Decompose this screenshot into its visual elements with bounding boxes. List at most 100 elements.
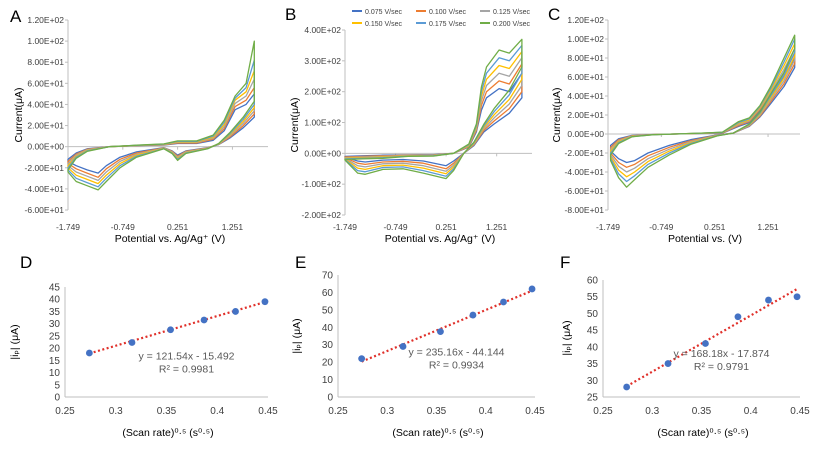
data-point: [623, 383, 631, 391]
y-tick-label: 0.00E+00: [567, 129, 604, 139]
y-tick-label: 6.00E+01: [567, 72, 604, 82]
trend-equation: y = 235.16x - 44.144: [408, 347, 504, 359]
y-tick-label: 4.00E+01: [27, 99, 64, 109]
data-point: [167, 326, 174, 334]
x-axis-title: Potential vs. Ag/Ag⁺ (V): [115, 233, 226, 245]
x-tick-label: 0.251: [704, 222, 726, 232]
y-tick-label: -4.00E+01: [25, 184, 65, 194]
legend-label: 0.175 V/sec: [429, 21, 466, 28]
x-tick-label: -1.749: [56, 222, 80, 232]
data-point: [85, 349, 93, 357]
data-point: [261, 298, 269, 306]
y-tick-label: 25: [49, 331, 61, 342]
y-tick-label: 3.00E+02: [304, 56, 341, 66]
y-axis-title: Current(μA): [13, 87, 25, 142]
y-tick-label: 35: [587, 359, 599, 370]
x-tick-label: -0.749: [383, 222, 407, 232]
y-tick-label: -2.00E+01: [25, 163, 65, 173]
panel-label: F: [560, 253, 570, 272]
x-tick-label: -0.749: [111, 222, 135, 232]
panel-label: C: [548, 5, 560, 24]
data-point: [128, 339, 136, 346]
y-tick-label: 5: [54, 380, 60, 391]
data-point: [232, 308, 239, 315]
x-tick-label: 0.25: [593, 406, 613, 417]
data-point: [469, 311, 477, 319]
y-tick-label: 0: [327, 393, 333, 404]
trend-equation: y = 168.18x - 17.874: [673, 348, 769, 360]
y-tick-label: 1.00E+02: [304, 118, 341, 128]
x-axis-title: (Scan rate)⁰·⁵ (s⁰·⁵): [657, 427, 748, 439]
y-tick-label: 4.00E+01: [567, 91, 604, 101]
y-tick-label: 2.00E+02: [304, 87, 341, 97]
y-axis-title: Current(μA): [289, 97, 301, 152]
data-point: [664, 360, 672, 367]
y-tick-label: 8.00E+01: [27, 57, 64, 67]
y-tick-label: 0.00E+00: [304, 148, 341, 158]
y-tick-label: -8.00E+01: [565, 205, 605, 215]
y-tick-label: 20: [322, 358, 334, 369]
x-tick-label: 0.35: [692, 406, 712, 417]
data-point: [793, 293, 801, 301]
x-tick-label: 0.3: [109, 406, 123, 417]
panel-label: B: [285, 5, 296, 24]
x-tick-label: 0.3: [645, 406, 659, 417]
x-tick-label: 0.4: [210, 406, 224, 417]
series-line: [67, 86, 255, 178]
y-tick-label: 25: [587, 393, 599, 404]
series-line: [344, 38, 523, 180]
y-tick-label: 2.00E+01: [27, 121, 64, 131]
y-tick-label: 45: [587, 326, 599, 337]
y-tick-label: 30: [322, 340, 334, 351]
trendline: [626, 288, 798, 388]
y-tick-label: 55: [587, 292, 599, 303]
trend-r2: R² = 0.9934: [429, 360, 484, 372]
y-tick-label: 1.00E+02: [567, 34, 604, 44]
series-line: [609, 34, 796, 188]
x-tick-label: 0.35: [427, 406, 447, 417]
x-tick-label: -1.749: [333, 222, 357, 232]
x-axis-title: (Scan rate)⁰·⁵ (s⁰·⁵): [392, 427, 483, 439]
data-point: [399, 343, 407, 350]
series-line: [67, 93, 255, 174]
x-tick-label: 0.45: [790, 406, 810, 417]
x-tick-label: 0.251: [167, 222, 189, 232]
y-tick-label: -6.00E+01: [565, 186, 605, 196]
y-tick-label: 10: [49, 368, 61, 379]
panel-label: A: [10, 7, 22, 26]
legend-label: 0.125 V/sec: [493, 9, 530, 16]
y-tick-label: 15: [49, 356, 61, 367]
y-tick-label: 45: [49, 283, 61, 294]
legend-label: 0.200 V/sec: [493, 21, 530, 28]
x-tick-label: 0.4: [479, 406, 493, 417]
y-tick-label: 30: [587, 376, 599, 387]
y-tick-label: 20: [49, 344, 61, 355]
x-tick-label: 0.25: [328, 406, 348, 417]
y-tick-label: 60: [322, 288, 334, 299]
y-tick-label: 8.00E+01: [567, 53, 604, 63]
y-axis-title: |iₚ| (μA): [9, 324, 21, 359]
series-line: [67, 78, 255, 182]
panel-f: F 25 30 35 40 45 50 55 60 0.25 0.3 0.35 0.4 0.45 y = 1…: [560, 253, 810, 439]
x-axis-title: Potential vs. (V): [668, 233, 742, 245]
trendline: [89, 301, 266, 355]
trend-equation: y = 121.54x - 15.492: [138, 351, 234, 363]
panel-c: C -8.00E+01 -6.00E+01 -4.00E+01 -2.00E+01 0.0…: [548, 5, 800, 245]
series-line: [609, 38, 796, 183]
y-tick-label: 6.00E+01: [27, 78, 64, 88]
y-tick-label: 70: [322, 271, 334, 282]
y-tick-label: 4.00E+02: [304, 25, 341, 35]
y-tick-label: 10: [322, 375, 334, 386]
data-point: [358, 355, 366, 363]
series-line: [609, 52, 796, 168]
trend-r2: R² = 0.9981: [159, 364, 214, 376]
x-axis-title: Potential vs. Ag/Ag⁺ (V): [385, 233, 496, 245]
y-tick-label: 50: [322, 305, 334, 316]
panel-e: E 0 10 20 30 40 50 60 70 0.25 0.3 0.35 0.4 0.45 y = 23…: [291, 253, 545, 439]
x-axis-title: (Scan rate)⁰·⁵ (s⁰·⁵): [122, 427, 213, 439]
y-tick-label: -1.00E+02: [302, 179, 342, 189]
y-tick-label: 2.00E+01: [567, 110, 604, 120]
series-line: [609, 47, 796, 173]
panel-label: E: [295, 253, 306, 272]
